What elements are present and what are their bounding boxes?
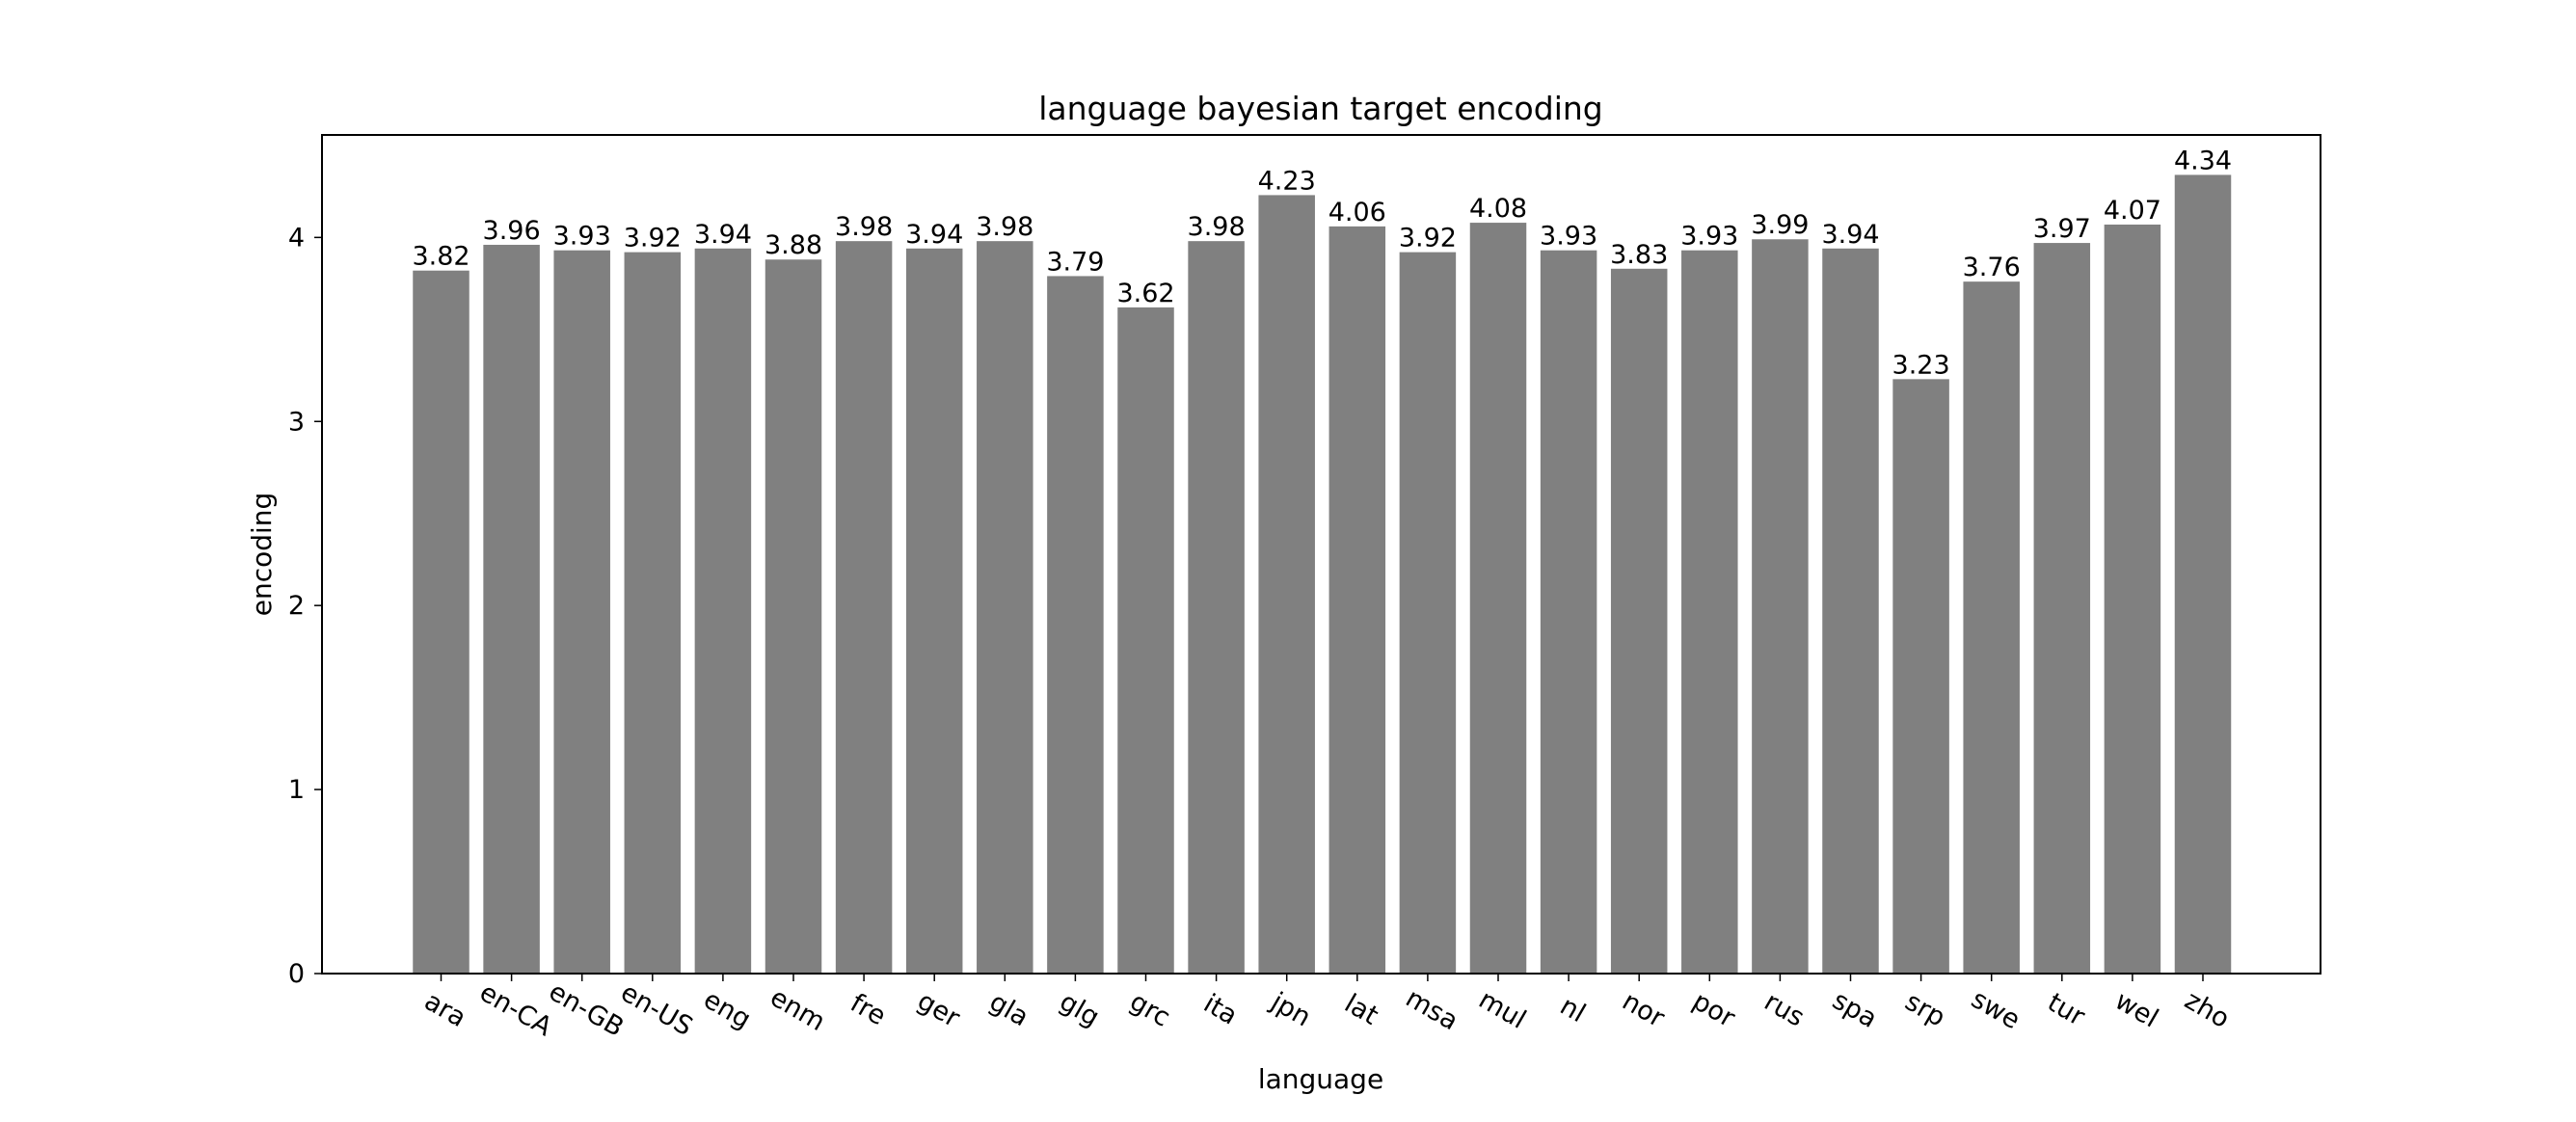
data-label-eng: 3.94 [694,220,752,250]
data-label-nl: 3.93 [1540,222,1597,252]
bar-enm [765,259,822,974]
data-label-fre: 3.98 [835,212,893,242]
y-tick-label: 1 [288,775,305,805]
bar-tur [2033,243,2091,975]
data-label-nor: 3.83 [1610,240,1668,270]
bar-srp [1892,379,1949,974]
plot-frame [321,134,2321,975]
bar-swe [1963,281,2020,974]
bar-en-GB [553,250,610,975]
y-tick-label: 2 [288,591,305,621]
bar-ita [1188,241,1245,974]
y-axis: 0 1 2 3 4 [288,223,322,989]
data-label-en-GB: 3.93 [553,222,611,252]
data-label-rus: 3.99 [1751,210,1809,240]
data-label-lat: 4.06 [1328,198,1386,227]
bar-en-CA [483,244,540,974]
bar-msa [1399,252,1457,974]
bar-eng [694,248,752,974]
data-label-enm: 3.88 [765,230,822,260]
y-tick-label: 3 [288,407,305,437]
bar-mul [1469,223,1527,974]
bar-lat [1328,226,1386,975]
data-label-en-CA: 3.96 [483,216,541,246]
bar-en-US [624,252,682,974]
bar-grc [1117,307,1174,974]
y-axis-label: encoding [246,493,278,617]
bar-spa [1822,248,1879,974]
bar-rus [1752,239,1809,974]
data-label-ger: 3.94 [905,220,963,250]
data-label-gla: 3.98 [976,212,1033,242]
data-label-jpn: 4.23 [1258,166,1316,196]
bar-por [1681,250,1738,975]
data-labels-group: 3.82 3.96 3.93 3.92 3.94 3.88 3.98 3.94 3.98 3.79… [412,146,2232,380]
data-label-mul: 4.08 [1469,194,1527,224]
data-label-zho: 4.34 [2174,146,2232,175]
data-label-wel: 4.07 [2104,196,2161,226]
bars-group [413,174,2232,975]
bar-glg [1047,276,1104,974]
bar-nl [1540,250,1597,975]
data-label-srp: 3.23 [1892,350,1950,380]
data-label-por: 3.93 [1680,222,1738,252]
data-label-msa: 3.92 [1399,224,1457,254]
data-label-grc: 3.62 [1116,279,1174,308]
bar-wel [2104,224,2161,974]
bar-jpn [1258,195,1315,975]
data-label-swe: 3.76 [1963,253,2021,282]
data-label-glg: 3.79 [1046,247,1104,277]
data-label-ara: 3.82 [412,242,470,272]
data-label-spa: 3.94 [1821,220,1879,250]
bar-ara [413,270,470,974]
bar-gla [977,241,1033,974]
y-tick-label: 4 [288,223,305,253]
chart-title: language bayesian target encoding [1038,90,1602,127]
x-axis-label: language [1258,1063,1383,1095]
data-label-tur: 3.97 [2033,214,2091,244]
data-label-en-US: 3.92 [624,224,682,254]
bar-fre [835,241,893,974]
bar-nor [1610,268,1668,974]
bar-zho [2174,174,2232,974]
data-label-ita: 3.98 [1188,212,1246,242]
bar-ger [905,248,963,974]
y-tick-label: 0 [288,959,305,989]
